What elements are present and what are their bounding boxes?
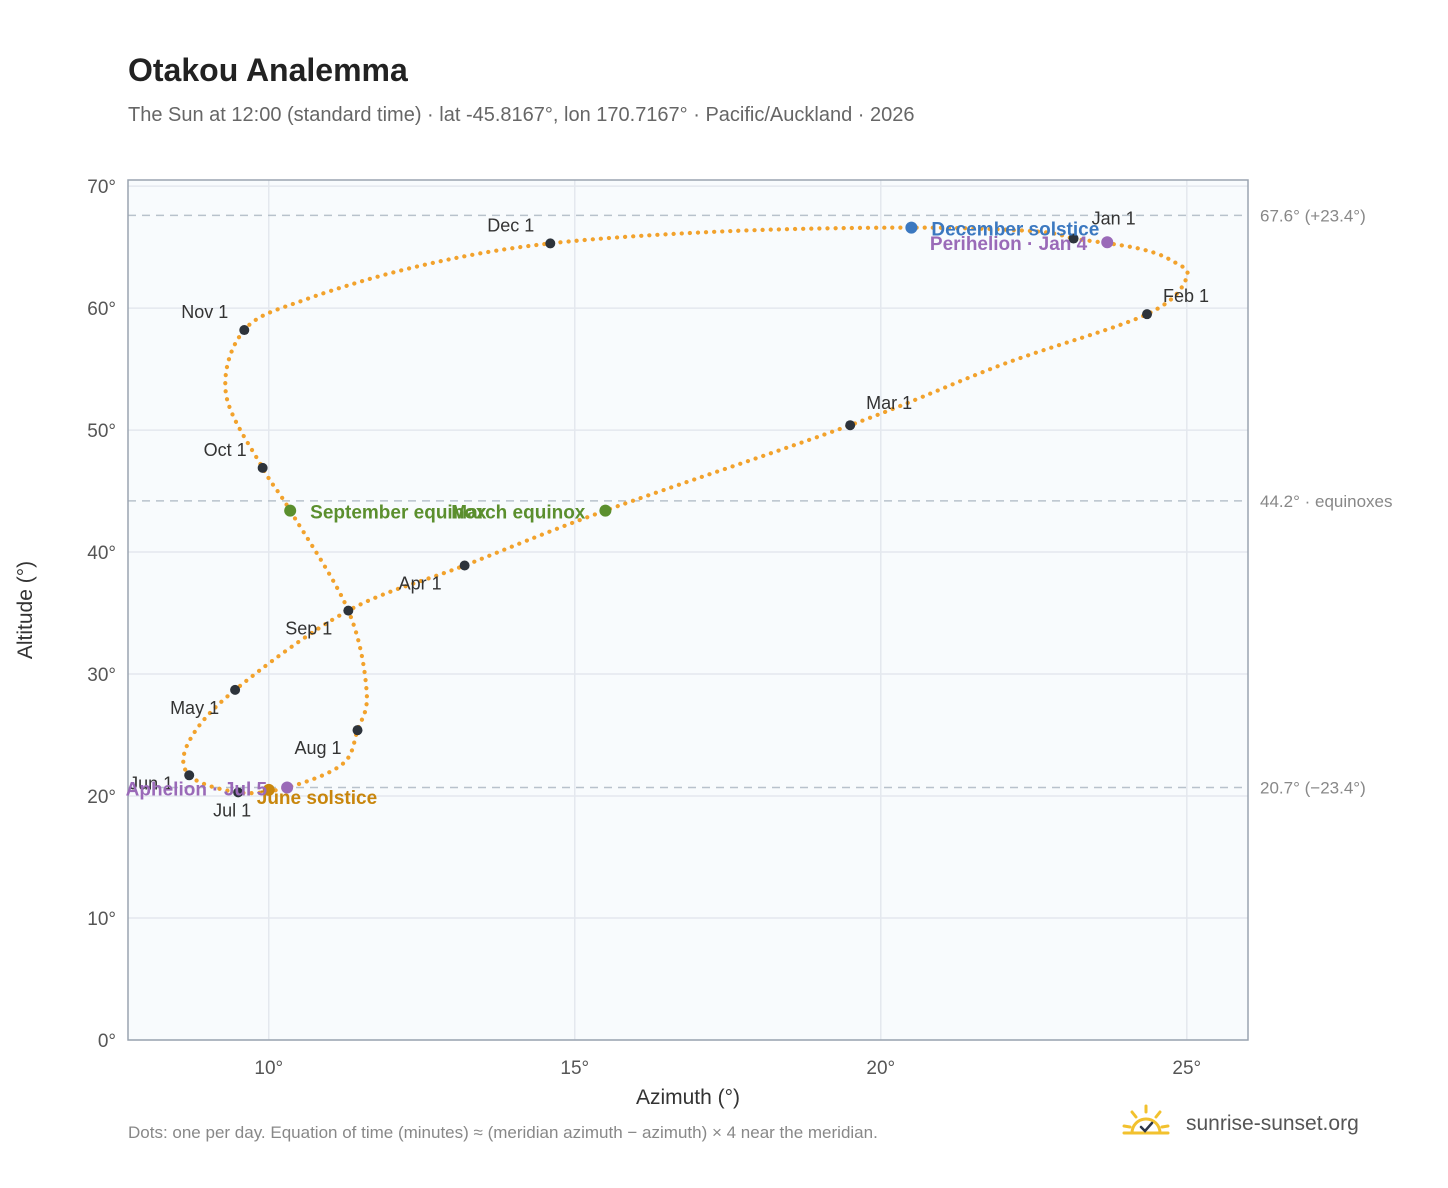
month-point [545,238,556,249]
month-label: Aug 1 [294,738,341,758]
plot-frame [127,179,1249,1041]
y-tick-label: 70° [87,177,116,198]
page-subtitle: The Sun at 12:00 (standard time) · lat -… [128,104,915,126]
y-axis-label: Altitude (°) [14,561,37,659]
month-label: May 1 [170,698,219,718]
month-label: Dec 1 [487,215,534,235]
brand-logo[interactable]: sunrise-sunset.org [1120,1102,1359,1146]
reference-line-label: 67.6° (+23.4°) [1260,206,1366,225]
sun-icon [1122,1104,1170,1135]
event-label: March equinox [451,503,586,524]
event-label: June solstice [257,788,377,809]
y-tick-label: 30° [87,665,116,686]
y-tick-label: 10° [87,909,116,930]
month-label: Nov 1 [181,302,228,322]
month-label: Jul 1 [213,800,251,820]
month-label: Apr 1 [399,573,442,593]
analemma-curve [181,225,1190,796]
month-point [1068,233,1079,244]
month-label: Oct 1 [204,440,247,460]
event-label: December solstice [931,220,1099,241]
x-axis-label: Azimuth (°) [636,1086,740,1109]
reference-line-label: 44.2° · equinoxes [1260,492,1393,511]
x-tick-label: 20° [866,1058,895,1079]
x-tick-label: 25° [1172,1058,1201,1079]
event-point [905,221,918,234]
event-label: Aphelion · Jul 5 [126,779,268,800]
month-point [1142,309,1153,320]
month-point [343,605,354,616]
event-point [599,504,612,517]
y-tick-label: 40° [87,543,116,564]
event-point [284,504,297,517]
y-tick-label: 50° [87,421,116,442]
month-point [845,420,856,431]
month-label: Sep 1 [285,619,332,639]
event-point [1101,236,1114,249]
x-tick-label: 15° [560,1058,589,1079]
reference-lines: 67.6° (+23.4°) 44.2° · equinoxes 20.7° (−2… [128,206,1393,797]
reference-line-label: 20.7° (−23.4°) [1260,778,1366,797]
month-label: Jan 1 [1092,209,1136,229]
footnote: Dots: one per day. Equation of time (min… [128,1123,878,1142]
plot-area [128,180,1248,1040]
y-tick-label: 60° [87,299,116,320]
event-label: September equinox [310,503,487,524]
y-tick-label: 0° [98,1031,116,1052]
daily-sun-positions [181,225,1190,796]
month-point [233,787,244,798]
y-tick-label: 20° [87,787,116,808]
brand-text: sunrise-sunset.org [1186,1112,1359,1135]
event-point [281,781,294,794]
month-point [230,684,241,695]
x-tick-label: 10° [254,1058,283,1079]
month-label: Jun 1 [129,773,173,793]
month-point [352,725,363,736]
month-point [257,462,268,473]
event-label: Perihelion · Jan 4 [930,234,1088,255]
month-markers: Jan 1 Feb 1 Mar 1 Apr 1 May 1 Jun 1 Jul 1 Aug 1… [129,209,1209,821]
month-point [459,560,470,571]
month-label: Mar 1 [866,393,912,413]
month-label: Feb 1 [1163,286,1209,306]
month-point [184,770,195,781]
axis-ticks: 10° 15° 20° 25° 0° 10° 20° 30° 40° 50° 60° 70° [87,177,1201,1079]
page-title: Otakou Analemma [128,52,408,88]
month-point [239,325,250,336]
event-point [262,783,275,796]
